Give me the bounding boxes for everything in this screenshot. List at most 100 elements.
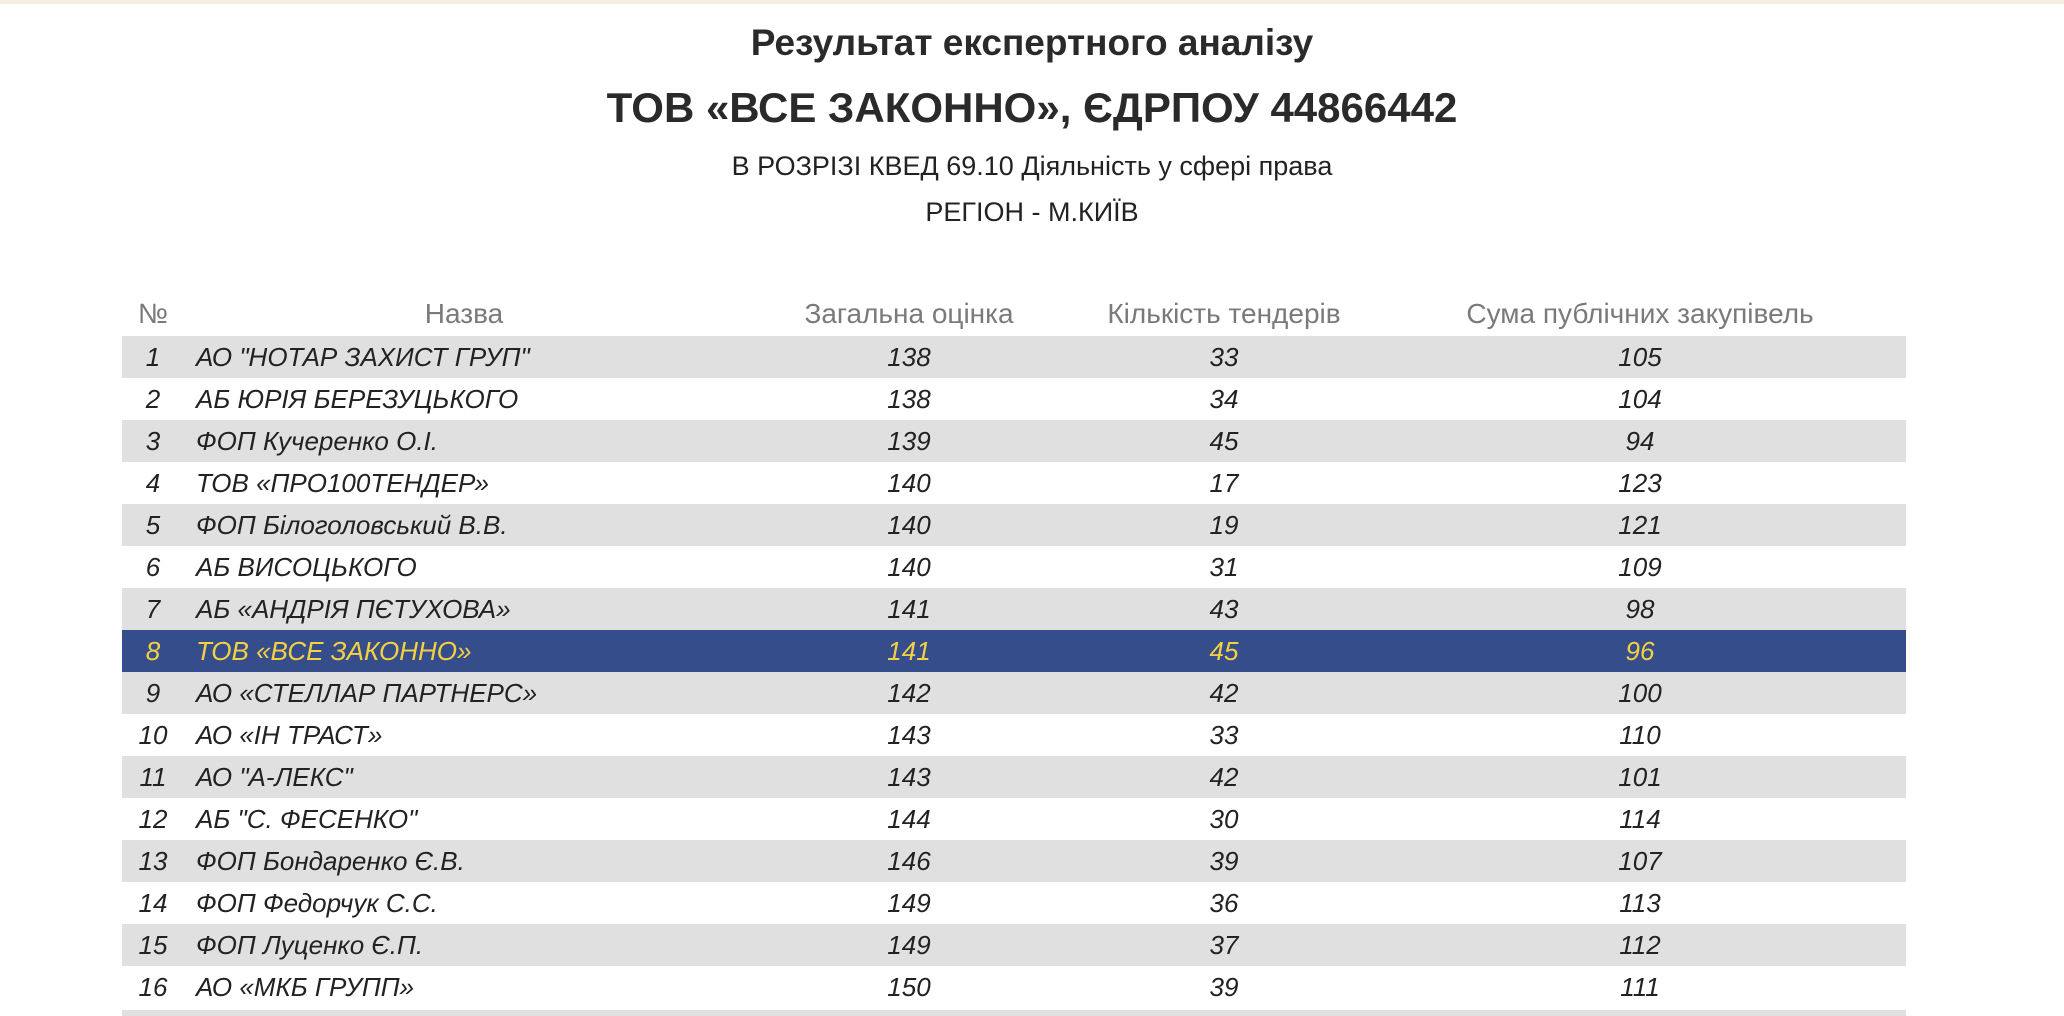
company-name: АО "А-ЛЕКС" [184,756,744,798]
tender-count: 43 [1074,588,1374,630]
tender-count: 39 [1209,971,1239,1002]
table-header-row: № Назва Загальна оцінка Кількість тендер… [122,292,1906,336]
total-score: 143 [744,756,1074,798]
company-name: АО «МКБ ГРУПП» [196,971,414,1002]
total-score: 143 [887,719,931,750]
procurement-sum: 110 [1619,719,1661,750]
procurement-sum: 112 [1374,924,1906,966]
procurement-sum: 114 [1619,803,1661,834]
table-row: 12 АБ "С. ФЕСЕНКО" 144 30 114 [122,798,1906,840]
company-name: ФОП Кучеренко О.І. [184,420,744,462]
row-number: 1 [122,336,184,378]
ranking-table: № Назва Загальна оцінка Кількість тендер… [122,292,1906,1008]
procurement-sum: 96 [1374,630,1906,672]
company-name: АБ ВИСОЦЬКОГО [196,551,417,582]
company-name: ФОП Бондаренко Є.В. [184,840,744,882]
company-name: АО «СТЕЛЛАР ПАРТНЕРС» [184,672,744,714]
row-number: 9 [122,672,184,714]
company-title: ТОВ «ВСЕ ЗАКОННО», ЄДРПОУ 44866442 [606,84,1458,131]
tender-count: 33 [1074,336,1374,378]
tender-count: 45 [1074,420,1374,462]
kved-subtitle: В РОЗРІЗІ КВЕД 69.10 Діяльність у сфері … [731,151,1333,181]
table-row: 3 ФОП Кучеренко О.І. 139 45 94 [122,420,1906,462]
table-row: 10 АО «ІН ТРАСТ» 143 33 110 [122,714,1906,756]
total-score: 149 [744,924,1074,966]
top-border [0,0,2064,4]
total-score: 149 [887,887,931,918]
company-name: ТОВ «ВСЕ ЗАКОННО» [184,630,744,672]
tender-count: 31 [1209,551,1239,582]
table-row: 2 АБ ЮРІЯ БЕРЕЗУЦЬКОГО 138 34 104 [122,378,1906,420]
procurement-sum: 100 [1374,672,1906,714]
table-row: 9 АО «СТЕЛЛАР ПАРТНЕРС» 142 42 100 [122,672,1906,714]
company-name: АБ ЮРІЯ БЕРЕЗУЦЬКОГО [196,383,519,414]
total-score: 144 [887,803,931,834]
row-number: 8 [122,630,184,672]
tender-count: 42 [1074,756,1374,798]
row-number: 7 [122,588,184,630]
procurement-sum: 123 [1618,467,1662,498]
column-header-sum: Сума публічних закупівель [1466,298,1814,329]
table-row-highlighted: 8 ТОВ «ВСЕ ЗАКОННО» 141 45 96 [122,630,1906,672]
table-row: 5 ФОП Білоголовський В.В. 140 19 121 [122,504,1906,546]
table-row-partial [122,1010,1906,1016]
row-number: 3 [122,420,184,462]
row-number: 15 [122,924,184,966]
tender-count: 30 [1209,803,1239,834]
table-row: 6 АБ ВИСОЦЬКОГО 140 31 109 [122,546,1906,588]
procurement-sum: 105 [1374,336,1906,378]
company-name: ФОП Білоголовський В.В. [184,504,744,546]
total-score: 139 [744,420,1074,462]
total-score: 140 [887,467,931,498]
total-score: 146 [744,840,1074,882]
table-row: 4 ТОВ «ПРО100ТЕНДЕР» 140 17 123 [122,462,1906,504]
company-name: АО "НОТАР ЗАХИСТ ГРУП" [184,336,744,378]
tender-count: 36 [1209,887,1239,918]
row-number: 10 [138,719,168,750]
company-name: АБ «АНДРІЯ ПЄТУХОВА» [184,588,744,630]
company-name: АО «ІН ТРАСТ» [196,719,383,750]
row-number: 5 [122,504,184,546]
column-header-name: Назва [424,298,504,329]
tender-count: 37 [1074,924,1374,966]
procurement-sum: 101 [1374,756,1906,798]
table-row: 15 ФОП Луценко Є.П. 149 37 112 [122,924,1906,966]
table-row: 7 АБ «АНДРІЯ ПЄТУХОВА» 141 43 98 [122,588,1906,630]
tender-count: 34 [1209,383,1239,414]
company-name: ФОП Федорчук С.С. [196,887,438,918]
total-score: 138 [744,336,1074,378]
row-number: 14 [138,887,168,918]
row-number: 11 [122,756,184,798]
table-row: 13 ФОП Бондаренко Є.В. 146 39 107 [122,840,1906,882]
report-title: Результат експертного аналізу [750,22,1314,63]
procurement-sum: 109 [1618,551,1662,582]
tender-count: 45 [1074,630,1374,672]
row-number: 2 [145,383,161,414]
column-header-number: № [137,298,169,329]
procurement-sum: 121 [1374,504,1906,546]
table-row: 14 ФОП Федорчук С.С. 149 36 113 [122,882,1906,924]
row-number: 12 [138,803,168,834]
tender-count: 39 [1074,840,1374,882]
table-row: 11 АО "А-ЛЕКС" 143 42 101 [122,756,1906,798]
total-score: 141 [744,588,1074,630]
company-name: ФОП Луценко Є.П. [184,924,744,966]
table-row: 1 АО "НОТАР ЗАХИСТ ГРУП" 138 33 105 [122,336,1906,378]
procurement-sum: 111 [1620,971,1660,1002]
company-name: АБ "С. ФЕСЕНКО" [196,803,418,834]
row-number: 6 [145,551,161,582]
total-score: 140 [887,551,931,582]
procurement-sum: 94 [1374,420,1906,462]
total-score: 142 [744,672,1074,714]
row-number: 4 [145,467,161,498]
procurement-sum: 104 [1618,383,1662,414]
row-number: 16 [138,971,168,1002]
total-score: 140 [744,504,1074,546]
procurement-sum: 98 [1374,588,1906,630]
tender-count: 17 [1209,467,1239,498]
tender-count: 19 [1074,504,1374,546]
total-score: 150 [887,971,931,1002]
tender-count: 42 [1074,672,1374,714]
column-header-score: Загальна оцінка [804,298,1014,329]
column-header-tenders: Кількість тендерів [1107,298,1341,329]
